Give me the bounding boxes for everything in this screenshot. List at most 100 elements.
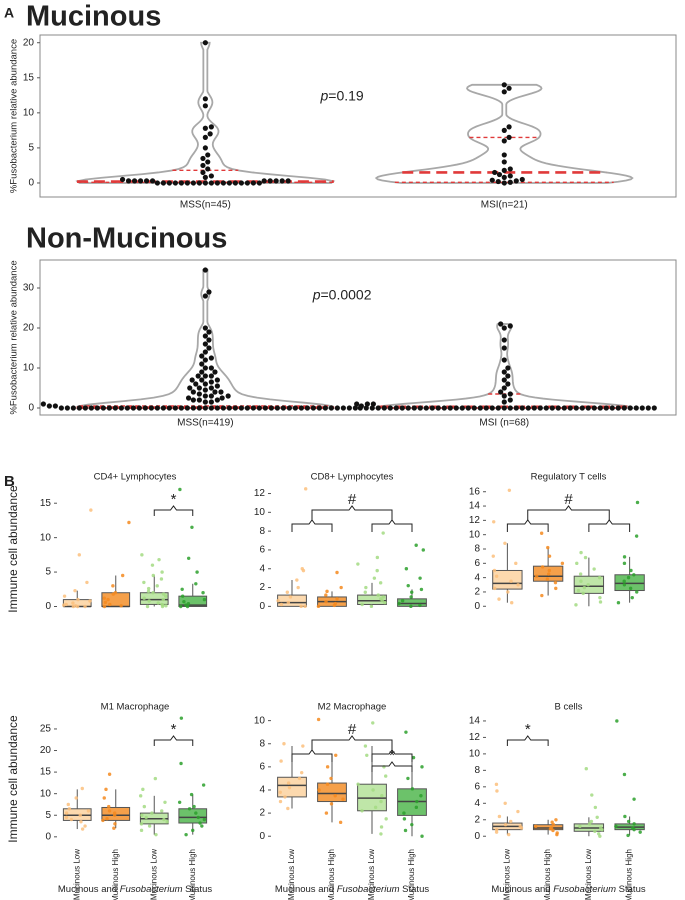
data-point [493, 586, 497, 591]
x-tick-label: Mucinous High [111, 849, 120, 900]
data-point [492, 568, 497, 573]
data-point [74, 796, 78, 800]
y-axis-label: %Fusobacterium relative abundance [9, 260, 20, 414]
data-point [417, 405, 423, 411]
data-point [595, 815, 599, 819]
x-axis-label-part: Status [616, 884, 646, 895]
y-tick-label: 10 [254, 507, 266, 518]
data-point [163, 800, 167, 805]
data-point [494, 830, 499, 834]
data-point [206, 345, 212, 351]
data-point [178, 487, 182, 492]
data-point [190, 389, 196, 395]
data-point [583, 555, 588, 560]
data-point [357, 405, 363, 411]
data-point [384, 774, 388, 778]
data-point [501, 167, 507, 173]
data-point [543, 405, 549, 411]
data-point [578, 572, 583, 576]
panel-title: Non-Mucinous [26, 223, 227, 255]
data-point [519, 405, 525, 411]
data-point [622, 583, 627, 587]
y-tick-label: 0 [28, 178, 34, 189]
data-point [100, 405, 106, 411]
y-axis-label: Immune cell abundance [6, 485, 20, 613]
data-point [244, 405, 250, 411]
data-point [287, 785, 292, 790]
data-point [304, 405, 310, 411]
data-point [491, 554, 495, 558]
data-point [379, 832, 383, 836]
data-point [316, 717, 321, 722]
data-point [513, 178, 519, 184]
data-point [410, 787, 415, 791]
y-axis-label: Immune cell abundance [6, 715, 20, 843]
data-point [632, 573, 636, 577]
data-point [238, 405, 244, 411]
data-point [185, 604, 190, 609]
data-point [638, 830, 642, 834]
data-point [501, 357, 507, 363]
y-tick-label: 14 [469, 716, 481, 727]
data-point [79, 820, 83, 824]
data-point [69, 817, 74, 822]
y-tick-label: 25 [40, 724, 52, 735]
data-point [106, 597, 110, 602]
data-point [194, 582, 198, 586]
data-point [501, 405, 507, 411]
data-point [67, 807, 72, 811]
y-tick-label: 6 [474, 781, 480, 792]
data-point [489, 405, 495, 411]
y-tick-label: 4 [474, 572, 480, 583]
data-point [501, 337, 507, 343]
data-point [226, 180, 232, 186]
data-point [196, 405, 202, 411]
data-point [274, 405, 280, 411]
data-point [160, 405, 166, 411]
x-axis-label-part: Fusobacterium [553, 884, 616, 895]
data-point [202, 333, 208, 339]
data-point [501, 89, 507, 95]
data-point [547, 568, 551, 573]
data-point [297, 776, 302, 781]
data-point [292, 405, 298, 411]
data-point [199, 377, 205, 383]
x-tick-label: Non-Mucinous Low [367, 849, 376, 900]
data-point [212, 389, 218, 395]
data-point [208, 355, 214, 361]
data-point [402, 811, 406, 815]
data-point [184, 405, 190, 411]
data-point [540, 593, 544, 598]
data-point [180, 587, 184, 591]
data-point [178, 180, 184, 186]
data-point [591, 405, 597, 411]
data-point [196, 391, 202, 397]
data-point [371, 788, 375, 792]
data-point [75, 604, 80, 609]
data-point [186, 556, 191, 560]
y-tick-label: 0 [45, 831, 51, 842]
data-point [208, 393, 214, 399]
violin [373, 323, 635, 409]
data-point [205, 159, 211, 165]
data-point [161, 597, 166, 602]
data-point [414, 805, 419, 810]
data-point [501, 159, 507, 165]
data-point [139, 828, 144, 833]
data-point [593, 805, 598, 810]
y-tick-label: 14 [469, 501, 481, 512]
data-point [495, 405, 501, 411]
plot-title: CD8+ Lymphocytes [311, 472, 394, 483]
data-point [138, 794, 143, 798]
y-tick-label: 10 [469, 529, 481, 540]
data-point [334, 405, 340, 411]
data-point [202, 145, 208, 151]
data-point [505, 381, 511, 387]
x-tick-label: Non-Mucinous High [188, 849, 197, 900]
data-point [501, 138, 507, 144]
y-tick-label: 15 [40, 498, 52, 509]
x-tick-label: Non-Mucinous Low [584, 849, 593, 900]
data-point [325, 765, 330, 769]
data-point [404, 730, 408, 734]
data-point [615, 405, 621, 411]
